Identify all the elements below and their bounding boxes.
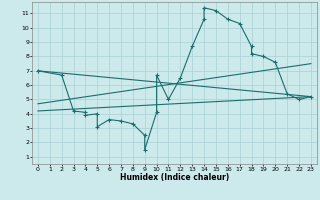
X-axis label: Humidex (Indice chaleur): Humidex (Indice chaleur): [120, 173, 229, 182]
